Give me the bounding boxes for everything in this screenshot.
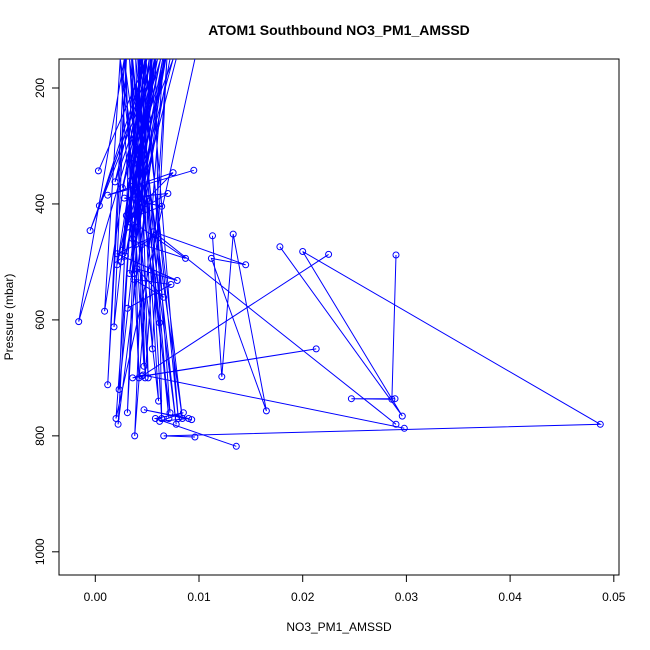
data-point	[104, 381, 112, 389]
data-point	[185, 415, 193, 422]
data-point	[400, 424, 408, 432]
data-point	[112, 415, 120, 422]
series-line	[107, 169, 194, 309]
y-tick-label: 1000	[33, 538, 47, 565]
data-point	[149, 228, 157, 236]
data-point	[158, 202, 166, 210]
data-point	[123, 304, 131, 312]
data-point	[129, 374, 137, 382]
x-tick-label: 0.02	[291, 590, 315, 604]
data-point	[262, 407, 270, 415]
data-point	[207, 254, 215, 262]
series-layer	[75, 58, 604, 450]
data-point	[101, 307, 109, 315]
data-point	[127, 212, 135, 219]
data-point	[596, 420, 604, 428]
data-point	[140, 362, 148, 370]
data-point	[127, 177, 135, 185]
data-point	[138, 372, 146, 380]
data-point	[169, 169, 177, 177]
data-point	[398, 412, 406, 420]
data-point	[174, 415, 182, 422]
data-point	[218, 373, 226, 381]
series-line	[163, 246, 603, 438]
data-point	[104, 191, 112, 199]
data-point	[131, 432, 139, 440]
data-point	[130, 159, 138, 167]
data-point	[94, 167, 102, 175]
data-point	[75, 318, 83, 326]
series-line	[89, 58, 177, 274]
data-point	[276, 243, 284, 251]
data-point	[312, 345, 320, 353]
y-tick-label: 200	[33, 78, 47, 98]
data-point	[173, 277, 181, 284]
data-point	[190, 166, 198, 174]
y-axis: 200 400 600 800 1000	[33, 78, 59, 565]
data-point	[392, 420, 400, 428]
data-point	[160, 432, 168, 440]
x-tick-label: 0.04	[498, 590, 522, 604]
x-axis: 0.00 0.01 0.02 0.03 0.04 0.05	[84, 575, 626, 604]
data-point	[123, 409, 131, 417]
data-point	[123, 223, 131, 231]
data-point	[113, 261, 121, 269]
data-point	[325, 250, 333, 258]
y-axis-label: Pressure (mbar)	[2, 274, 16, 361]
data-point	[191, 433, 199, 441]
y-tick-label: 800	[33, 426, 47, 446]
x-tick-label: 0.03	[395, 590, 419, 604]
data-point	[156, 319, 164, 327]
data-point	[299, 248, 307, 255]
x-tick-label: 0.05	[602, 590, 626, 604]
data-point	[86, 227, 94, 235]
data-point	[113, 250, 121, 258]
data-point	[120, 194, 128, 202]
data-point	[138, 241, 146, 248]
data-point	[188, 416, 196, 424]
data-point	[229, 230, 237, 238]
data-point	[133, 265, 141, 273]
data-point	[95, 202, 103, 210]
data-point	[122, 212, 130, 219]
data-point	[392, 251, 400, 259]
data-point	[125, 215, 132, 223]
data-point	[143, 195, 151, 203]
plot-frame	[58, 58, 620, 576]
series-line	[351, 254, 397, 400]
chart-title: ATOM1 Southbound NO3_PM1_AMSSD	[208, 22, 470, 38]
data-point	[347, 395, 355, 403]
data-point	[130, 275, 138, 283]
data-point	[131, 184, 139, 192]
data-point	[126, 270, 133, 277]
y-tick-label: 400	[33, 194, 47, 214]
data-point	[242, 261, 250, 269]
data-point	[139, 371, 147, 379]
data-point	[129, 235, 137, 243]
data-point	[179, 409, 187, 417]
data-point	[160, 293, 168, 301]
data-point	[110, 323, 118, 331]
x-tick-label: 0.00	[84, 590, 108, 604]
data-point	[148, 345, 156, 353]
data-point	[115, 386, 123, 393]
data-point	[232, 442, 240, 450]
data-point	[167, 281, 175, 288]
x-axis-label: NO3_PM1_AMSSD	[286, 620, 392, 634]
series-line	[132, 253, 405, 429]
data-point	[111, 178, 119, 186]
y-tick-label: 600	[33, 310, 47, 330]
x-tick-label: 0.01	[187, 590, 211, 604]
data-point	[140, 406, 148, 414]
series-line	[153, 231, 397, 425]
data-point	[164, 190, 172, 197]
data-point	[137, 198, 145, 206]
data-point	[156, 417, 164, 425]
data-point	[155, 397, 163, 405]
series-line	[143, 409, 237, 447]
data-point	[182, 254, 189, 262]
data-point	[209, 232, 216, 240]
